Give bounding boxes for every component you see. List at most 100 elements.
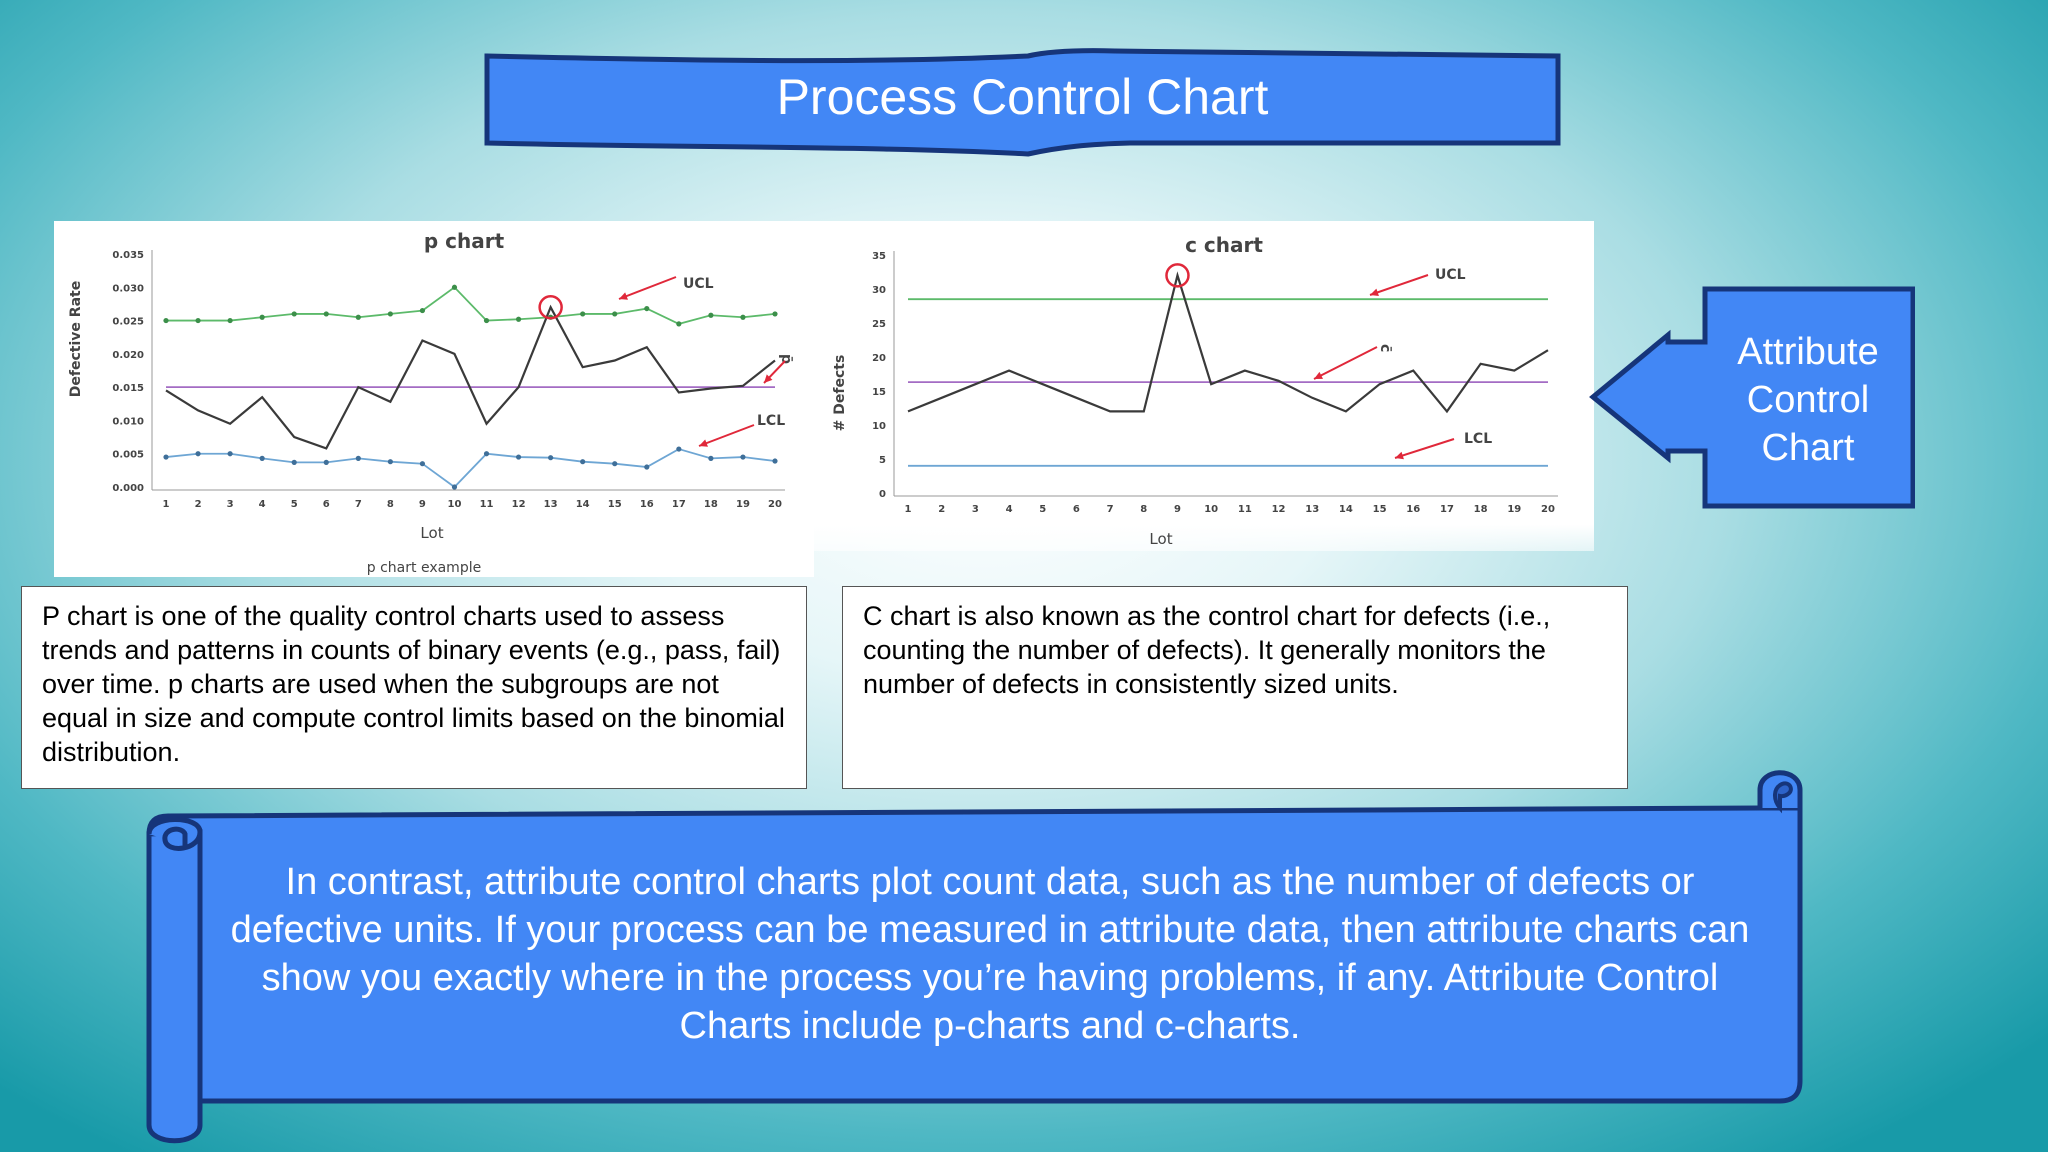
p-chart-ylabel: Defective Rate bbox=[68, 281, 84, 397]
c-chart-ylabel: # Defects bbox=[832, 355, 848, 432]
summary-text: In contrast, attribute control charts pl… bbox=[230, 861, 1750, 1047]
c-chart-xlabel: Lot bbox=[1149, 530, 1172, 548]
p-chart-x-tick-label: 6 bbox=[323, 499, 330, 510]
p-chart-x-tick-label: 11 bbox=[480, 499, 494, 510]
p-chart-y-tick-label: 0.015 bbox=[112, 383, 144, 394]
c-chart-x-tick-label: 9 bbox=[1174, 504, 1181, 515]
c-chart-x-tick-label: 15 bbox=[1373, 504, 1387, 515]
c-chart-pointer-arrowhead bbox=[1314, 371, 1323, 379]
p-chart-x-tick-label: 4 bbox=[259, 499, 266, 510]
p-chart-lcl-point bbox=[451, 484, 458, 490]
c-chart-y-tick-label: 10 bbox=[872, 421, 886, 432]
p-chart-ucl-point bbox=[355, 314, 361, 320]
p-chart-x-tick-label: 14 bbox=[576, 499, 590, 510]
p-chart-lcl-point bbox=[772, 458, 778, 464]
p-chart-lcl-point bbox=[291, 459, 297, 465]
p-chart: p chart Defective Rate Lot p chart examp… bbox=[68, 229, 794, 576]
p-chart-lcl-point bbox=[387, 459, 393, 465]
p-chart-y-tick-label: 0.020 bbox=[112, 350, 144, 361]
p-chart-lcl-point bbox=[227, 451, 233, 457]
p-chart-lcl-point bbox=[580, 459, 586, 465]
p-chart-x-tick-label: 16 bbox=[640, 499, 654, 510]
c-chart-x-tick-label: 14 bbox=[1339, 504, 1353, 515]
p-chart-x-tick-label: 18 bbox=[704, 499, 718, 510]
p-chart-lcl-point bbox=[548, 455, 554, 461]
p-chart-ucl-point bbox=[483, 317, 490, 324]
p-chart-ucl-point bbox=[580, 311, 586, 317]
p-chart-ucl-point bbox=[612, 311, 618, 317]
p-chart-lcl-point bbox=[676, 446, 682, 452]
p-chart-y-tick-label: 0.005 bbox=[112, 450, 144, 461]
p-chart-ucl-point bbox=[259, 314, 265, 320]
c-chart-y-tick-label: 15 bbox=[872, 387, 886, 398]
c-chart-x-tick-label: 6 bbox=[1073, 504, 1080, 515]
p-chart-x-tick-label: 12 bbox=[512, 499, 526, 510]
p-chart-ucl-point bbox=[515, 316, 522, 322]
c-chart-x-tick-label: 12 bbox=[1272, 504, 1286, 515]
p-chart-x-tick-label: 2 bbox=[195, 499, 202, 510]
p-chart-lcl-point bbox=[163, 454, 169, 460]
p-chart-pointer-arrow bbox=[618, 276, 677, 300]
title-banner bbox=[484, 48, 1561, 157]
p-chart-x-tick-label: 13 bbox=[544, 499, 558, 510]
c-chart-y-tick-label: 35 bbox=[872, 251, 886, 262]
p-chart-ucl-point bbox=[163, 317, 169, 324]
p-chart-x-tick-label: 9 bbox=[419, 499, 426, 510]
p-chart-lcl-point bbox=[644, 464, 650, 470]
p-chart-y-tick-label: 0.010 bbox=[112, 416, 144, 427]
p-chart-lcl-point bbox=[195, 451, 201, 457]
p-chart-ucl-point bbox=[708, 312, 714, 318]
p-chart-lcl-point bbox=[515, 454, 522, 460]
p-chart-lcl-point bbox=[708, 455, 714, 461]
p-chart-x-tick-label: 15 bbox=[608, 499, 622, 510]
p-lcl-label: LCL bbox=[757, 413, 785, 429]
p-chart-x-tick-label: 5 bbox=[291, 499, 298, 510]
p-chart-lcl-point bbox=[355, 455, 361, 461]
page-title: Process Control Chart bbox=[776, 69, 1269, 125]
c-chart-data-line bbox=[907, 271, 1549, 414]
p-chart-highlight-circle bbox=[538, 295, 563, 320]
p-chart-lcl-point bbox=[419, 461, 426, 467]
c-chart-x-tick-label: 8 bbox=[1140, 504, 1147, 515]
p-chart-y-tick-label: 0.030 bbox=[112, 283, 144, 294]
p-chart-x-tick-label: 10 bbox=[448, 499, 462, 510]
attribute-callout-arrow bbox=[1589, 286, 1915, 509]
c-chart-x-tick-label: 7 bbox=[1107, 504, 1114, 515]
p-chart-ucl-line bbox=[166, 286, 776, 325]
callout-line-1: Attribute bbox=[1737, 331, 1879, 373]
p-chart-x-tick-label: 17 bbox=[672, 499, 686, 510]
c-chart-x-tick-label: 11 bbox=[1238, 504, 1252, 515]
p-chart-x-tick-label: 20 bbox=[768, 499, 782, 510]
p-chart-lcl-point bbox=[259, 455, 265, 461]
c-chart-x-tick-label: 19 bbox=[1507, 504, 1521, 515]
p-chart-x-tick-label: 19 bbox=[736, 499, 750, 510]
c-chart-y-tick-label: 30 bbox=[872, 285, 886, 296]
p-chart-pointer-arrowhead bbox=[764, 374, 773, 383]
p-chart-x-tick-label: 8 bbox=[387, 499, 394, 510]
p-chart-y-tick-label: 0.000 bbox=[112, 483, 144, 494]
p-chart-xlabel: Lot bbox=[420, 524, 443, 542]
p-chart-title: p chart bbox=[424, 229, 505, 253]
c-chart-x-tick-label: 10 bbox=[1204, 504, 1218, 515]
c-chart-y-tick-label: 0 bbox=[879, 489, 886, 500]
p-chart-description: P chart is one of the quality control ch… bbox=[21, 586, 807, 789]
attribute-callout-label: Attribute Control Chart bbox=[1706, 328, 1910, 472]
p-chart-data-line bbox=[165, 304, 776, 450]
p-chart-ucl-point bbox=[419, 307, 426, 314]
c-chart-x-tick-label: 16 bbox=[1406, 504, 1420, 515]
p-chart-caption: p chart example bbox=[367, 560, 481, 576]
p-chart-lcl-point bbox=[740, 454, 746, 460]
p-chart-ucl-point bbox=[451, 284, 458, 290]
p-chart-pointer-arrowhead bbox=[619, 292, 628, 300]
c-chart-pointer-arrow bbox=[1369, 274, 1429, 296]
p-chart-ucl-point bbox=[772, 311, 778, 317]
c-chart-y-tick-label: 25 bbox=[872, 319, 886, 330]
c-ucl-label: UCL bbox=[1435, 267, 1466, 283]
c-chart-x-tick-label: 1 bbox=[905, 504, 912, 515]
p-chart-ucl-point bbox=[195, 317, 201, 324]
c-center-label: c̄ bbox=[1377, 344, 1393, 352]
callout-line-2: Control bbox=[1746, 379, 1870, 421]
c-chart-y-tick-label: 20 bbox=[872, 353, 886, 364]
p-chart-lcl-point bbox=[483, 451, 490, 457]
p-chart-pointer-arrow bbox=[698, 424, 755, 447]
